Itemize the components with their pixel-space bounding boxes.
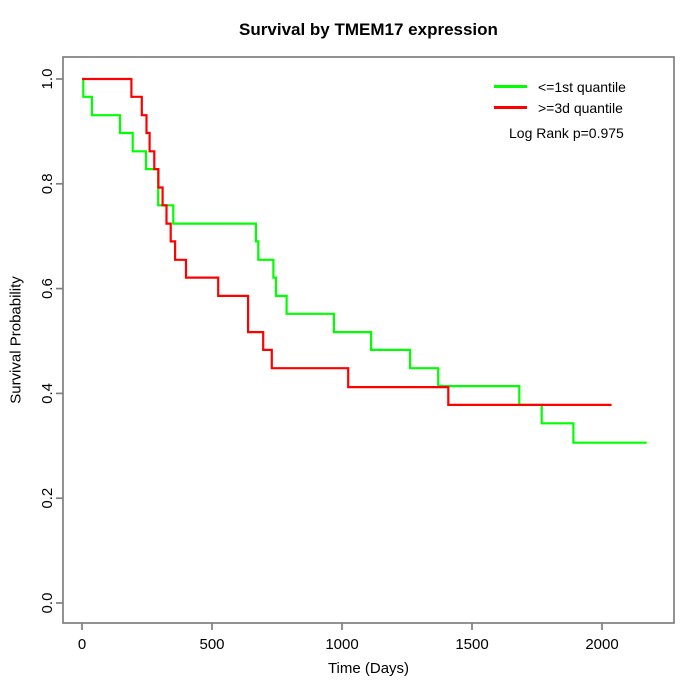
legend-item-low: <=1st quantile xyxy=(494,76,626,97)
legend-line-red xyxy=(494,106,527,109)
legend: <=1st quantile >=3d quantile Log Rank p=… xyxy=(494,76,626,141)
y-axis-label: Survival Probability xyxy=(7,276,25,404)
y-tick-label: 0.4 xyxy=(39,383,56,404)
y-tick-label: 1.0 xyxy=(39,69,56,90)
log-rank-annotation: Log Rank p=0.975 xyxy=(509,125,624,141)
x-axis-label: Time (Days) xyxy=(327,660,410,677)
legend-line-green xyxy=(494,85,527,88)
x-tick-label: 0 xyxy=(78,636,86,653)
x-tick-label: 1000 xyxy=(325,636,358,653)
x-tick-label: 2000 xyxy=(585,636,618,653)
legend-item-high: >=3d quantile xyxy=(494,97,626,118)
plot-box xyxy=(62,56,675,624)
legend-label-low: <=1st quantile xyxy=(538,78,626,95)
legend-label-high: >=3d quantile xyxy=(538,99,623,116)
y-tick-label: 0.0 xyxy=(39,593,56,614)
chart-title: Survival by TMEM17 expression xyxy=(239,20,498,39)
y-tick-label: 0.6 xyxy=(39,278,56,299)
x-tick-label: 500 xyxy=(199,636,224,653)
y-tick-label: 0.8 xyxy=(39,173,56,194)
y-tick-label: 0.2 xyxy=(39,488,56,509)
survival-curve-high-expression xyxy=(82,77,612,406)
x-tick-label: 1500 xyxy=(455,636,488,653)
survival-curve-low-expression xyxy=(82,77,647,444)
